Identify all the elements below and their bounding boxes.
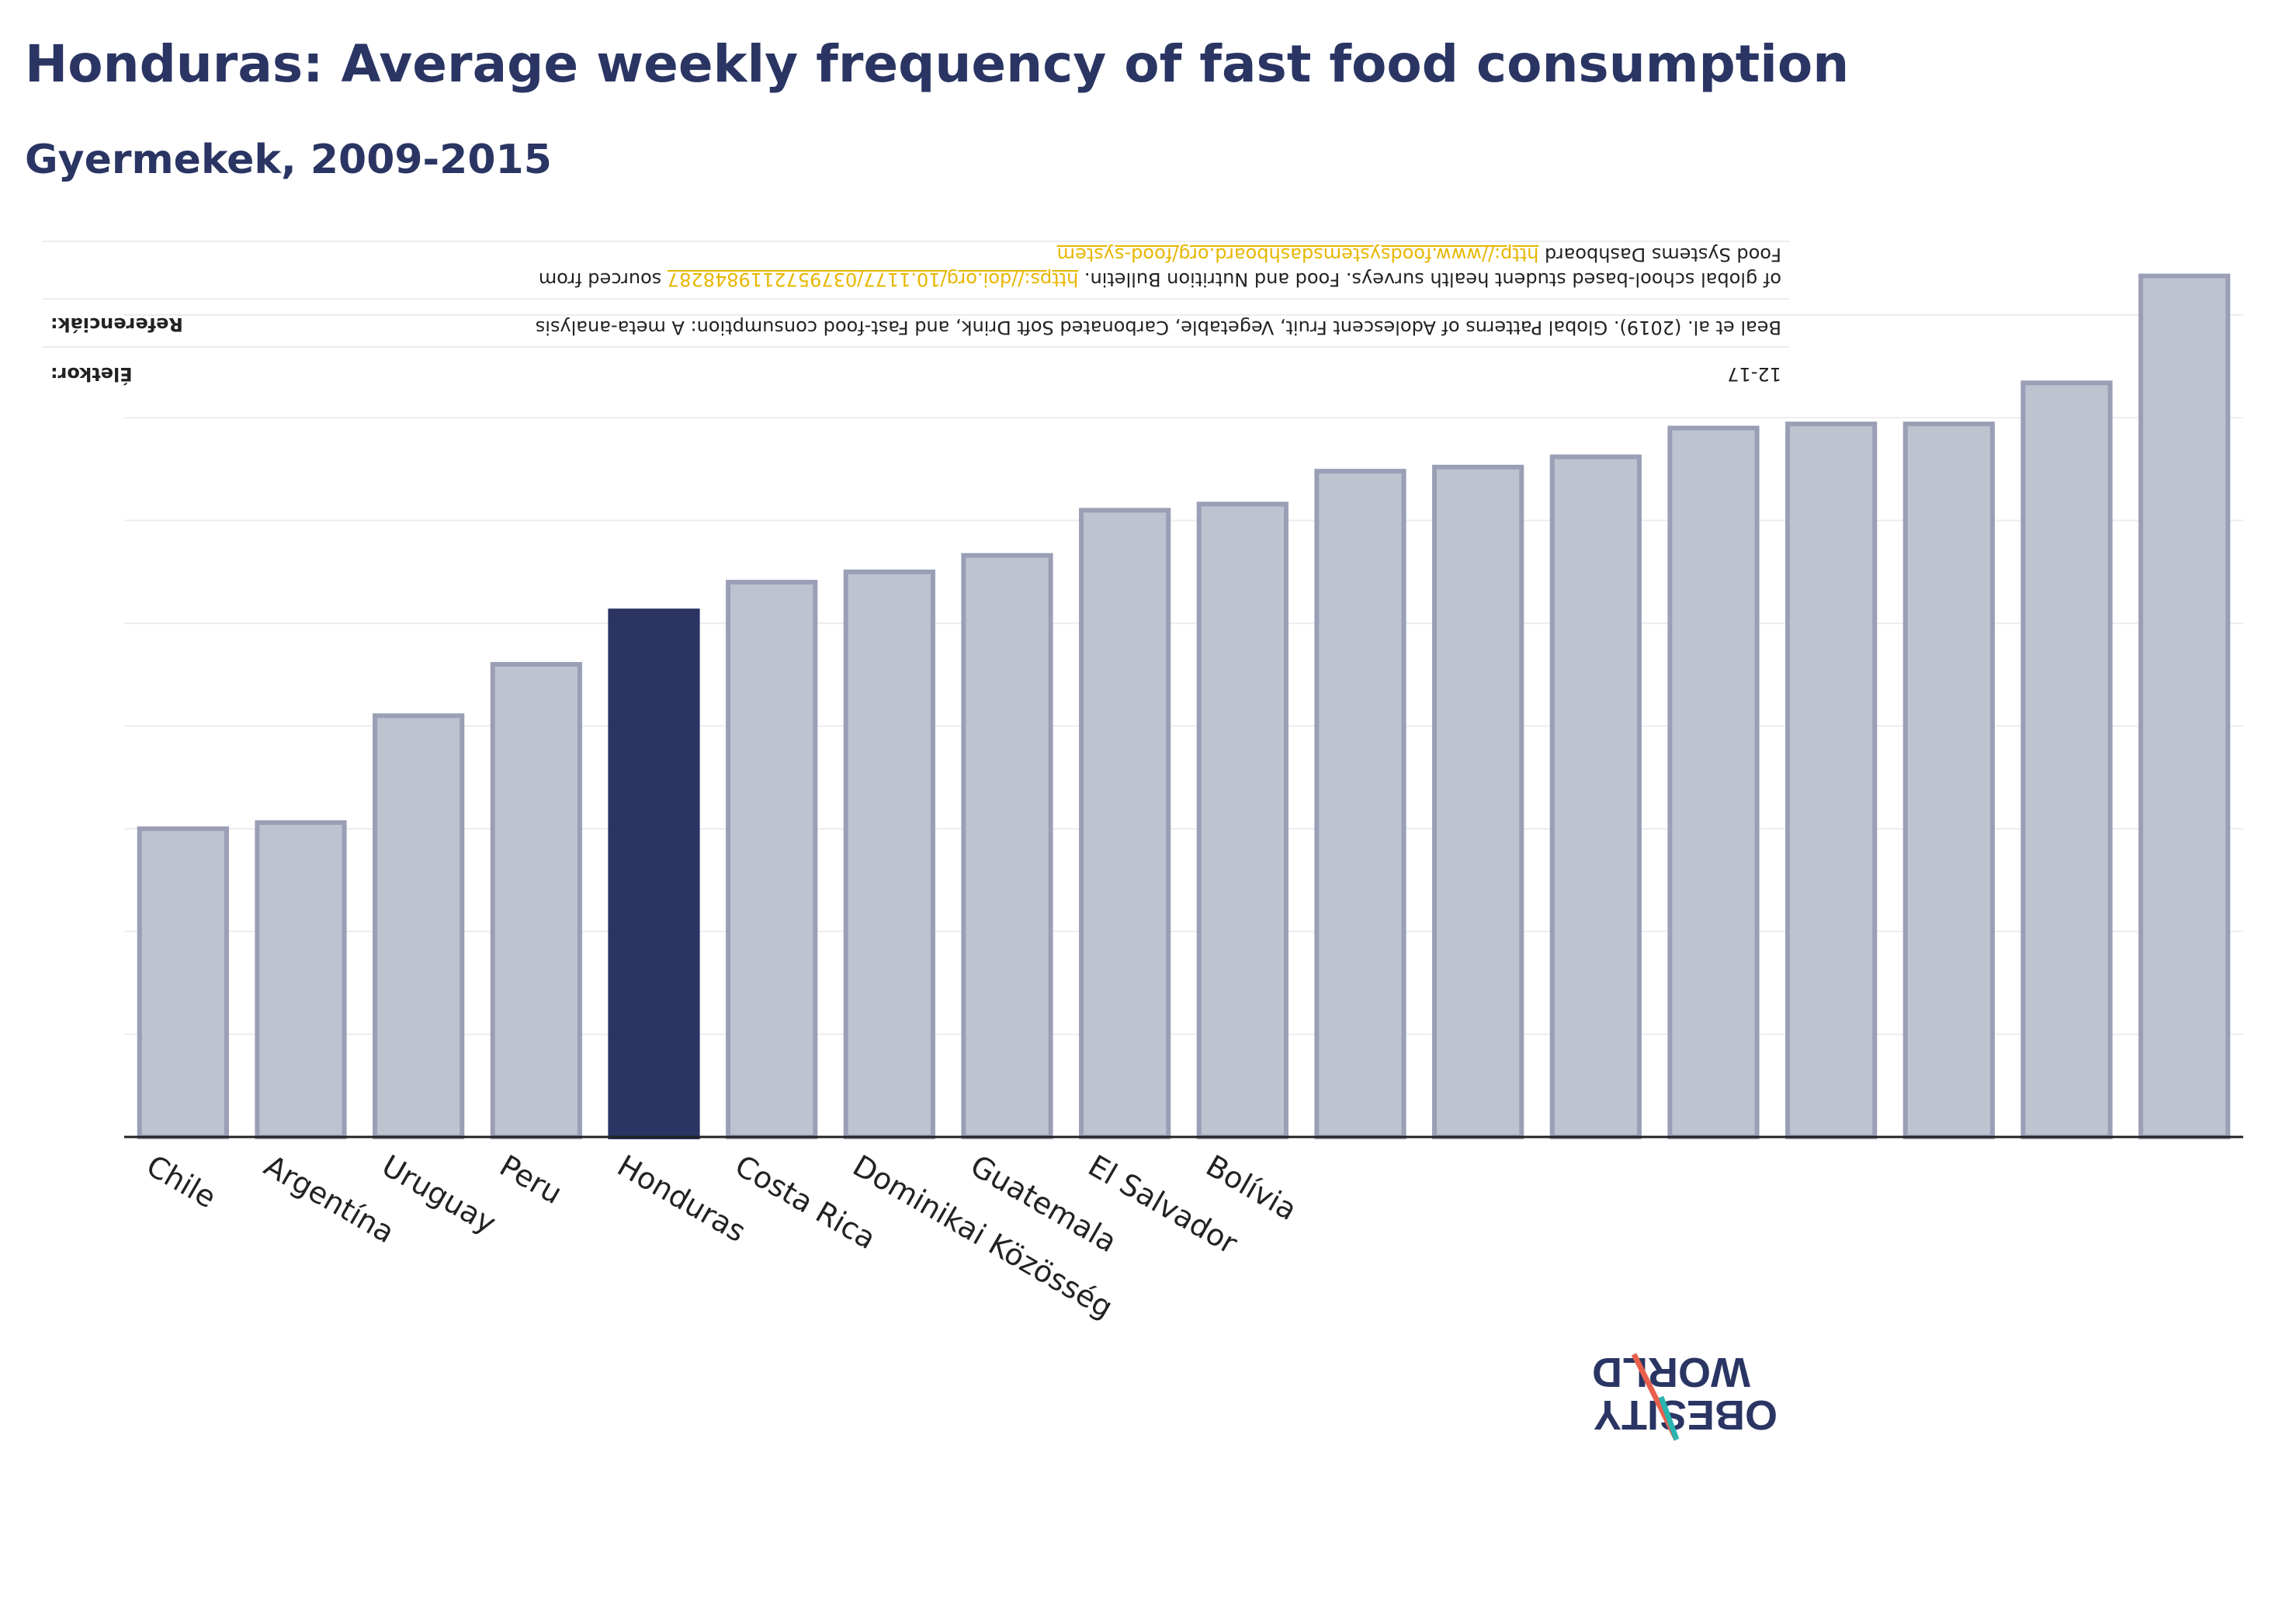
references-box: 12-17 Életkor: Beal et al. (2019). Globa… xyxy=(43,241,1789,397)
references-row: Beal et al. (2019). Global Patterns of A… xyxy=(43,298,1789,348)
bar-costa-rica[interactable] xyxy=(726,580,818,1139)
age-row: 12-17 Életkor: xyxy=(43,346,1789,397)
reference-sourced-from: sourced from xyxy=(538,269,662,290)
bar-guatemala[interactable] xyxy=(961,553,1053,1139)
bar-unlabeled-13[interactable] xyxy=(1549,454,1642,1139)
bar-chile[interactable] xyxy=(137,826,229,1140)
x-tick-label: Peru xyxy=(494,1149,567,1211)
age-label: Életkor: xyxy=(50,363,133,385)
bar-unlabeled-16[interactable] xyxy=(1902,421,1995,1139)
x-tick-label: Honduras xyxy=(612,1149,751,1249)
bar-dominikai-közösség[interactable] xyxy=(843,569,935,1139)
reference-line-1: Beal et al. (2019). Global Patterns of A… xyxy=(535,317,1781,338)
x-tick-label: Argentína xyxy=(258,1149,401,1250)
logo-slash-teal xyxy=(1658,1395,1680,1441)
x-tick-label: Chile xyxy=(140,1149,221,1215)
reference-line-2: of global school-based student health su… xyxy=(1084,269,1781,290)
bar-argentína[interactable] xyxy=(255,820,347,1139)
chart-title: Honduras: Average weekly frequency of fa… xyxy=(25,34,1850,94)
bar-unlabeled-14[interactable] xyxy=(1667,425,1760,1139)
bar-el-salvador[interactable] xyxy=(1079,508,1171,1139)
logo-text-obesity: OBESITY xyxy=(1594,1392,1777,1438)
bar-unlabeled-11[interactable] xyxy=(1314,469,1406,1139)
bar-unlabeled-15[interactable] xyxy=(1785,421,1878,1139)
bar-uruguay[interactable] xyxy=(373,713,465,1139)
logo-text-world: WORLD xyxy=(1592,1349,1750,1395)
bar-peru[interactable] xyxy=(490,662,582,1139)
references-row-2: of global school-based student health su… xyxy=(43,241,1789,300)
doi-link[interactable]: https://doi.org/10.1177/0379572119848287 xyxy=(667,269,1079,290)
bar-bolívia[interactable] xyxy=(1196,501,1288,1139)
reference-line-3: Food Systems Dashboard xyxy=(1544,244,1781,265)
world-obesity-logo: OBESITY WORLD xyxy=(1592,1349,1777,1441)
chart-subtitle: Gyermekek, 2009-2015 xyxy=(25,137,552,183)
bar-unlabeled-18[interactable] xyxy=(2138,273,2231,1139)
reference-text: of global school-based student health su… xyxy=(462,242,1781,292)
bar-unlabeled-17[interactable] xyxy=(2020,380,2113,1139)
bar-honduras[interactable] xyxy=(608,608,700,1139)
bar-unlabeled-12[interactable] xyxy=(1432,464,1524,1139)
age-value: 12-17 xyxy=(1727,363,1781,385)
references-label: Referenciák: xyxy=(50,314,183,335)
dashboard-link[interactable]: http://www.foodsystemsdashboard.org/food… xyxy=(1056,244,1539,265)
